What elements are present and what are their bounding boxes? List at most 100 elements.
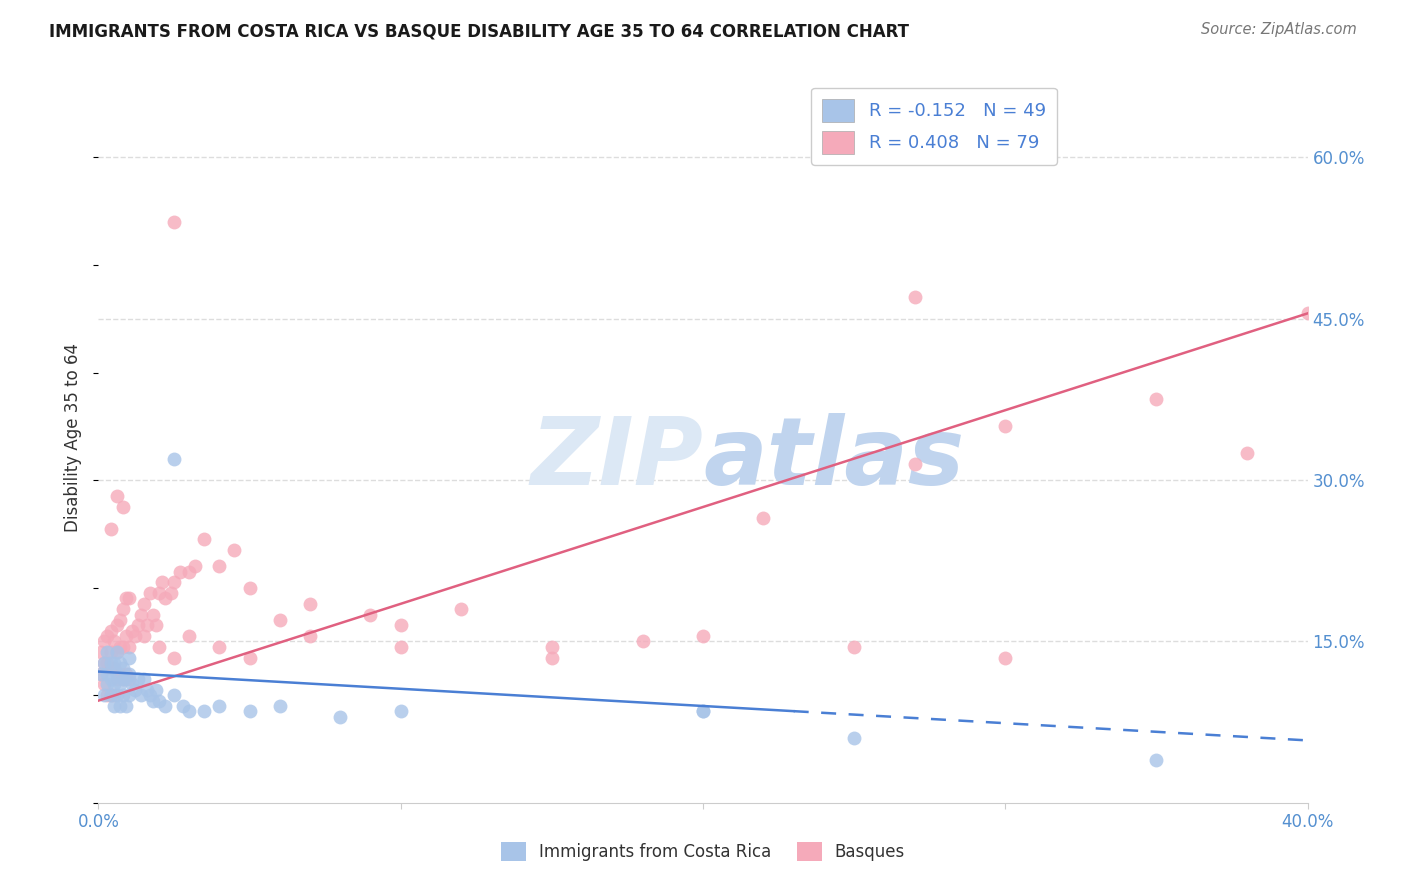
Point bbox=[100, 688, 122, 702]
Point bbox=[103, 661, 125, 675]
Point bbox=[179, 565, 201, 579]
Point bbox=[93, 656, 115, 670]
Point bbox=[904, 457, 927, 471]
Point bbox=[114, 698, 136, 713]
Point bbox=[121, 624, 143, 638]
Point bbox=[105, 666, 128, 681]
Point bbox=[114, 666, 136, 681]
Point bbox=[153, 591, 176, 606]
Point bbox=[132, 629, 155, 643]
Point bbox=[118, 666, 141, 681]
Point bbox=[239, 581, 262, 595]
Point bbox=[93, 688, 115, 702]
Point bbox=[127, 618, 149, 632]
Point bbox=[90, 666, 112, 681]
Point bbox=[103, 656, 125, 670]
Point bbox=[124, 629, 146, 643]
Point bbox=[108, 640, 131, 654]
Point bbox=[1144, 392, 1167, 407]
Point bbox=[121, 677, 143, 691]
Point bbox=[132, 597, 155, 611]
Point bbox=[160, 586, 183, 600]
Point bbox=[100, 521, 122, 535]
Point bbox=[111, 672, 134, 686]
Point bbox=[114, 591, 136, 606]
Point bbox=[752, 510, 775, 524]
Point bbox=[329, 710, 352, 724]
Point bbox=[139, 586, 162, 600]
Point bbox=[96, 629, 118, 643]
Point bbox=[184, 559, 207, 574]
Point bbox=[114, 672, 136, 686]
Point bbox=[389, 705, 412, 719]
Point bbox=[142, 693, 165, 707]
Point bbox=[269, 613, 291, 627]
Point bbox=[105, 645, 128, 659]
Point bbox=[389, 640, 412, 654]
Point bbox=[389, 618, 412, 632]
Point bbox=[299, 597, 322, 611]
Point bbox=[163, 688, 186, 702]
Text: atlas: atlas bbox=[703, 413, 965, 505]
Point bbox=[208, 698, 231, 713]
Point bbox=[118, 640, 141, 654]
Point bbox=[692, 705, 714, 719]
Point bbox=[93, 656, 115, 670]
Point bbox=[103, 688, 125, 702]
Point bbox=[179, 629, 201, 643]
Text: ZIP: ZIP bbox=[530, 413, 703, 505]
Point bbox=[139, 688, 162, 702]
Point bbox=[208, 640, 231, 654]
Point bbox=[299, 629, 322, 643]
Point bbox=[145, 618, 167, 632]
Point bbox=[127, 672, 149, 686]
Point bbox=[105, 618, 128, 632]
Point bbox=[96, 677, 118, 691]
Point bbox=[96, 666, 118, 681]
Point bbox=[172, 698, 194, 713]
Point bbox=[148, 640, 170, 654]
Point bbox=[114, 629, 136, 643]
Point bbox=[124, 682, 146, 697]
Point bbox=[1296, 306, 1319, 320]
Point bbox=[844, 731, 866, 746]
Point bbox=[111, 688, 134, 702]
Point bbox=[132, 672, 155, 686]
Point bbox=[93, 677, 115, 691]
Point bbox=[163, 650, 186, 665]
Point bbox=[105, 645, 128, 659]
Point bbox=[108, 613, 131, 627]
Point bbox=[631, 634, 654, 648]
Point bbox=[540, 640, 562, 654]
Point bbox=[100, 672, 122, 686]
Point bbox=[163, 451, 186, 466]
Point bbox=[163, 575, 186, 590]
Point bbox=[153, 698, 176, 713]
Point bbox=[224, 543, 246, 558]
Point bbox=[111, 500, 134, 514]
Point bbox=[96, 688, 118, 702]
Y-axis label: Disability Age 35 to 64: Disability Age 35 to 64 bbox=[65, 343, 83, 532]
Point bbox=[239, 650, 262, 665]
Point bbox=[135, 682, 157, 697]
Point bbox=[994, 650, 1017, 665]
Point bbox=[100, 656, 122, 670]
Point bbox=[844, 640, 866, 654]
Point bbox=[994, 419, 1017, 434]
Point bbox=[118, 650, 141, 665]
Text: Source: ZipAtlas.com: Source: ZipAtlas.com bbox=[1201, 22, 1357, 37]
Point bbox=[208, 559, 231, 574]
Point bbox=[105, 672, 128, 686]
Point bbox=[148, 586, 170, 600]
Point bbox=[105, 489, 128, 503]
Point bbox=[108, 656, 131, 670]
Point bbox=[90, 645, 112, 659]
Point bbox=[111, 602, 134, 616]
Point bbox=[193, 533, 215, 547]
Point bbox=[103, 677, 125, 691]
Point bbox=[118, 591, 141, 606]
Point bbox=[100, 661, 122, 675]
Point bbox=[100, 645, 122, 659]
Point bbox=[103, 634, 125, 648]
Point bbox=[193, 705, 215, 719]
